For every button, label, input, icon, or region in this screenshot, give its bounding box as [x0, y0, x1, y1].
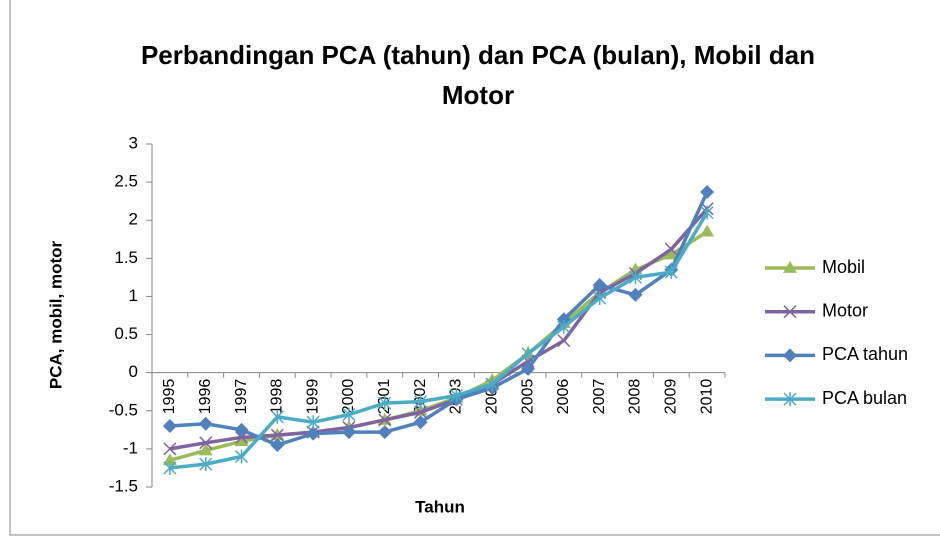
marker [162, 419, 177, 434]
x-tick-label: 1996 [197, 379, 214, 415]
x-tick-label: 1998 [269, 379, 286, 415]
y-axis-title: PCA, mobil, motor [46, 240, 65, 389]
chart-title: Perbandingan PCA (tahun) dan PCA (bulan)… [141, 40, 815, 110]
title-line: Motor [442, 80, 514, 110]
marker [163, 442, 177, 456]
marker [557, 319, 571, 334]
marker [162, 453, 177, 466]
marker [377, 425, 392, 440]
y-tick-label: -0.5 [109, 400, 138, 419]
x-tick-label: 2005 [519, 379, 536, 415]
x-tick-label: 2010 [698, 379, 715, 415]
marker [664, 242, 678, 256]
x-tick-label: 1999 [304, 379, 321, 415]
y-tick-label: 2.5 [114, 172, 138, 191]
x-tick-label: 1995 [161, 379, 178, 415]
marker [378, 413, 392, 427]
marker [270, 409, 284, 424]
y-tick-label: -1 [123, 438, 138, 457]
y-tick-label: 0 [129, 362, 138, 381]
marker [235, 449, 249, 464]
x-tick-label: 1997 [233, 379, 250, 415]
marker [557, 334, 571, 348]
legend-label: PCA tahun [822, 344, 908, 364]
series-line [169, 211, 709, 470]
legend-marker [783, 392, 797, 407]
marker [593, 290, 607, 305]
x-tick-label: 2006 [555, 379, 572, 415]
y-tick-label: 2 [129, 210, 138, 229]
marker [700, 224, 715, 237]
y-tick-label: 3 [129, 133, 138, 152]
marker [378, 396, 392, 411]
marker [485, 377, 499, 392]
y-tick-label: 0.5 [114, 324, 138, 343]
marker [306, 415, 320, 430]
marker [521, 361, 536, 376]
marker [342, 407, 356, 422]
marker [414, 405, 428, 419]
y-tick-label: -1.5 [109, 476, 138, 495]
marker [198, 416, 213, 431]
marker [270, 428, 284, 442]
legend-label: Motor [822, 300, 868, 320]
x-tick-label: 2009 [663, 379, 680, 415]
marker [199, 457, 213, 472]
marker [592, 278, 607, 293]
marker [413, 415, 428, 430]
marker [664, 247, 679, 260]
marker [521, 346, 535, 361]
marker [234, 434, 249, 447]
legend-marker [783, 261, 797, 273]
y-tick-label: 1.5 [114, 248, 138, 267]
legend-marker [783, 305, 797, 319]
marker [700, 185, 715, 200]
legend-marker [783, 348, 797, 363]
marker [270, 438, 285, 453]
marker [628, 287, 643, 302]
marker [449, 388, 463, 403]
marker [664, 265, 678, 280]
marker [306, 426, 321, 441]
marker [700, 205, 714, 220]
x-tick-label: 2007 [591, 379, 608, 415]
marker [198, 443, 213, 456]
marker [163, 460, 177, 475]
title-line: Perbandingan PCA (tahun) dan PCA (bulan)… [141, 40, 815, 70]
x-axis-title: Tahun [415, 497, 465, 516]
x-tick-label: 2000 [340, 379, 357, 415]
y-tick-label: 1 [129, 286, 138, 305]
legend-label: PCA bulan [822, 388, 907, 408]
marker [199, 436, 213, 450]
marker [341, 425, 356, 440]
legend-label: Mobil [822, 257, 865, 277]
marker [628, 270, 642, 285]
marker [234, 422, 249, 437]
marker [235, 430, 249, 444]
marker [414, 394, 428, 409]
x-tick-label: 2008 [627, 379, 644, 415]
